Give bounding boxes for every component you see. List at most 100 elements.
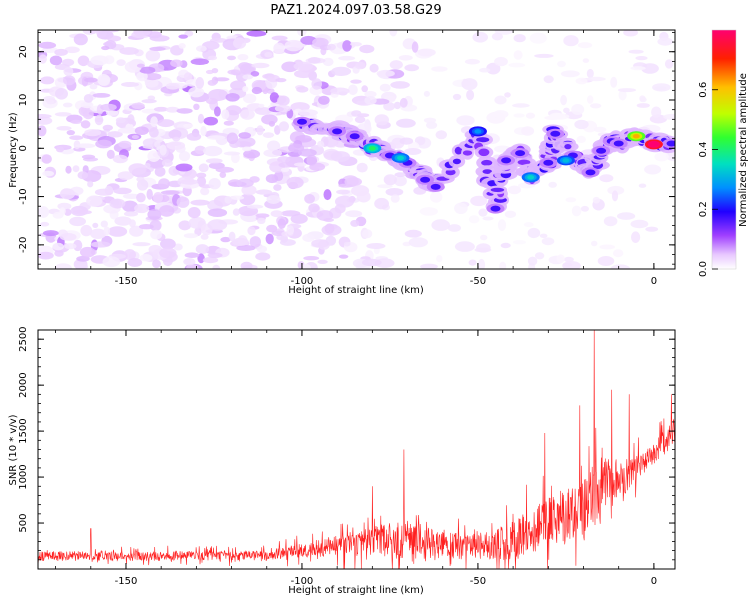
noise-blob — [586, 68, 594, 79]
noise-blob — [293, 61, 314, 71]
noise-blob — [266, 224, 278, 233]
noise-blob — [62, 58, 75, 67]
noise-blob — [641, 63, 659, 74]
noise-blob — [374, 114, 389, 126]
noise-blob — [75, 143, 96, 149]
noise-blob — [62, 75, 76, 86]
noise-blob — [308, 203, 320, 213]
noise-blob — [577, 42, 593, 49]
noise-blob — [362, 229, 373, 239]
noise-blob — [326, 43, 336, 51]
noise-blob — [630, 219, 649, 229]
noise-blob — [534, 53, 554, 58]
noise-blob — [194, 145, 206, 155]
noise-blob — [109, 198, 126, 209]
noise-blob — [195, 244, 210, 255]
noise-blob — [350, 219, 360, 227]
noise-blob — [560, 70, 580, 78]
y-tick-label: 2500 — [18, 326, 29, 351]
noise-blob — [59, 233, 77, 241]
noise-blob — [100, 103, 117, 111]
noise-blob — [396, 118, 416, 128]
noise-blob — [73, 239, 83, 252]
noise-blob — [523, 222, 534, 228]
noise-blob — [474, 247, 492, 253]
noise-blob — [420, 263, 438, 269]
noise-blob — [644, 164, 662, 175]
noise-blob — [638, 183, 647, 188]
noise-blob — [168, 129, 182, 140]
noise-blob — [610, 264, 630, 269]
noise-blob — [102, 124, 114, 131]
noise-blob — [207, 219, 228, 231]
noise-blob — [196, 176, 207, 187]
noise-blob — [435, 130, 447, 140]
noise-blob — [243, 93, 257, 104]
noise-blob — [100, 220, 109, 228]
noise-blob — [129, 219, 136, 228]
noise-blob — [527, 256, 538, 266]
noise-blob — [95, 139, 112, 149]
noise-blob — [38, 125, 47, 137]
noise-blob — [197, 253, 205, 264]
noise-blob — [404, 148, 422, 155]
noise-blob — [159, 205, 175, 217]
noise-blob — [139, 66, 156, 74]
noise-blob — [127, 258, 143, 267]
hotspot — [397, 155, 404, 161]
noise-blob — [494, 95, 507, 105]
noise-blob — [79, 246, 96, 258]
noise-blob — [389, 30, 398, 37]
noise-blob — [343, 241, 351, 247]
chart-title: PAZ1.2024.097.03.58.G29 — [270, 3, 441, 18]
noise-blob — [70, 119, 82, 124]
noise-blob — [472, 31, 489, 43]
noise-blob — [38, 116, 53, 125]
noise-blob — [454, 241, 475, 252]
noise-blob — [539, 233, 548, 238]
noise-blob — [645, 226, 659, 232]
noise-blob — [423, 117, 437, 124]
noise-blob — [89, 84, 98, 90]
noise-blob — [268, 120, 275, 127]
noise-blob — [207, 55, 218, 61]
noise-blob — [508, 62, 526, 68]
noise-blob — [527, 227, 541, 239]
noise-blob — [242, 86, 249, 92]
noise-blob — [534, 252, 545, 260]
snr-series-line — [38, 330, 675, 569]
noise-blob — [452, 93, 462, 101]
noise-blob — [184, 72, 193, 82]
noise-blob — [198, 163, 209, 173]
noise-blob — [90, 241, 111, 248]
noise-blob — [436, 255, 443, 263]
snr-plot-area — [38, 330, 675, 569]
noise-blob — [54, 112, 72, 117]
noise-blob — [226, 132, 239, 145]
noise-blob — [237, 54, 249, 61]
y-tick-label: 500 — [18, 513, 29, 532]
noise-blob — [59, 207, 66, 216]
noise-blob — [219, 171, 227, 178]
noise-blob — [46, 99, 55, 105]
noise-blob — [84, 129, 101, 137]
noise-blob — [94, 188, 114, 196]
noise-blob — [114, 216, 132, 226]
colorbar-tick-label: 0.2 — [698, 201, 709, 217]
noise-blob — [330, 87, 350, 95]
noise-blob — [80, 224, 93, 237]
noise-blob — [369, 63, 379, 73]
noise-blob — [275, 78, 287, 83]
noise-blob — [611, 190, 619, 202]
noise-blob — [132, 242, 151, 247]
noise-blob — [350, 42, 362, 47]
noise-blob — [64, 46, 80, 54]
noise-blob — [271, 35, 288, 41]
noise-blob — [586, 76, 606, 82]
noise-blob — [134, 126, 149, 135]
noise-blob — [351, 110, 362, 117]
ridge-core — [564, 144, 572, 150]
noise-blob — [417, 48, 436, 57]
noise-blob — [187, 207, 201, 219]
noise-blob — [183, 123, 194, 128]
